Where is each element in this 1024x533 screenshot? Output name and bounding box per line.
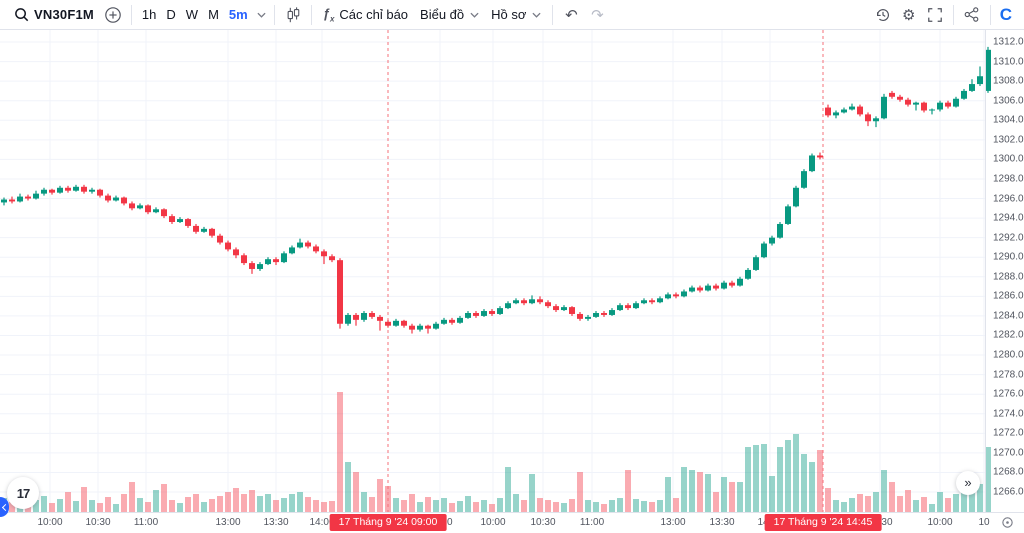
price-axis-label: 1294.0 bbox=[993, 212, 1024, 224]
price-axis-label: 1278.0 bbox=[993, 369, 1024, 381]
compare-add-symbol-button[interactable] bbox=[100, 3, 126, 27]
redo-icon: ↷ bbox=[591, 6, 604, 24]
bar-replay-button[interactable] bbox=[870, 3, 896, 27]
chevron-down-icon bbox=[257, 12, 266, 18]
price-axis-label: 1268.0 bbox=[993, 466, 1024, 478]
price-axis-label: 1272.0 bbox=[993, 427, 1024, 439]
fullscreen-icon bbox=[927, 7, 942, 22]
toolbar-left-group: VN30F1M 1h D W M 5m bbox=[8, 3, 870, 27]
toolbar-separator bbox=[310, 4, 312, 25]
time-axis-label: 13:00 bbox=[660, 517, 686, 528]
interval-button-1h[interactable]: 1h bbox=[141, 7, 157, 22]
time-axis-label: 11:00 bbox=[579, 517, 605, 528]
chevron-down-icon bbox=[532, 12, 541, 18]
undo-icon: ↶ bbox=[565, 6, 578, 24]
toolbar-separator bbox=[952, 4, 954, 25]
price-axis-label: 1276.0 bbox=[993, 388, 1024, 400]
price-axis-label: 1306.0 bbox=[993, 95, 1024, 107]
plus-circle-icon bbox=[105, 6, 121, 23]
crosshair-target-icon[interactable] bbox=[1001, 516, 1014, 529]
price-axis-label: 1280.0 bbox=[993, 349, 1024, 361]
price-axis-label: 1282.0 bbox=[993, 329, 1024, 341]
share-button[interactable] bbox=[959, 3, 985, 27]
time-axis-label: 13:00 bbox=[215, 517, 241, 528]
settings-button[interactable]: ⚙ bbox=[896, 3, 922, 27]
interval-buttons: 1h D W M 5m bbox=[137, 3, 253, 27]
price-axis-label: 1284.0 bbox=[993, 310, 1024, 322]
chevron-down-icon bbox=[470, 12, 479, 18]
toolbar-separator bbox=[552, 4, 554, 25]
interval-dropdown-button[interactable] bbox=[253, 3, 269, 27]
replay-clock-icon bbox=[876, 8, 889, 21]
interval-button-W[interactable]: W bbox=[185, 7, 199, 22]
price-axis-label: 1270.0 bbox=[993, 447, 1024, 459]
chart-menu-label: Biểu đồ bbox=[420, 7, 465, 22]
time-axis-label: 10:30 bbox=[530, 517, 556, 528]
scroll-to-latest-button[interactable]: » bbox=[956, 471, 980, 495]
time-axis-label: 10 bbox=[978, 517, 990, 528]
candlestick-style-icon bbox=[287, 6, 300, 22]
symbol-search-button[interactable]: VN30F1M bbox=[8, 3, 100, 27]
indicators-button[interactable]: ƒx Các chỉ báo bbox=[317, 3, 414, 27]
price-axis-label: 1296.0 bbox=[993, 193, 1024, 205]
price-axis-label: 1300.0 bbox=[993, 153, 1024, 165]
chart-canvas[interactable] bbox=[0, 30, 992, 512]
price-axis-label: 1298.0 bbox=[993, 173, 1024, 185]
time-axis[interactable]: 10:0010:3011:0013:0013:3014:0009:3010:00… bbox=[0, 512, 1024, 533]
price-axis-label: 1286.0 bbox=[993, 290, 1024, 302]
time-axis-label: 14:00 bbox=[309, 517, 335, 528]
indicators-label: Các chỉ báo bbox=[339, 7, 409, 22]
broker-logo[interactable]: C bbox=[999, 4, 1012, 24]
fx-icon: ƒx bbox=[322, 5, 335, 24]
toolbar-right-group: ⚙ C bbox=[870, 3, 1016, 27]
time-axis-label: 10:00 bbox=[480, 517, 506, 528]
price-axis-label: 1266.0 bbox=[993, 486, 1024, 498]
profile-menu-label: Hồ sơ bbox=[491, 7, 527, 22]
time-axis-label: 11:00 bbox=[133, 517, 159, 528]
price-axis-label: 1310.0 bbox=[993, 56, 1024, 68]
collapsed-panel-tab[interactable] bbox=[0, 497, 9, 517]
chart-style-button[interactable] bbox=[280, 3, 306, 27]
toolbar-separator bbox=[273, 4, 275, 25]
time-axis-label: 10:00 bbox=[37, 517, 63, 528]
price-axis[interactable]: 1312.0 1310.0 1308.0 1306.0 1304.0 1302.0 1300… bbox=[985, 30, 1024, 512]
interval-button-5m[interactable]: 5m bbox=[228, 7, 248, 22]
toolbar-separator bbox=[989, 4, 991, 25]
session-break-badge: 17 Tháng 9 '24 09:00 bbox=[329, 514, 447, 531]
tradingview-logo[interactable]: 17 bbox=[7, 477, 39, 509]
price-axis-label: 1290.0 bbox=[993, 251, 1024, 263]
price-axis-label: 1312.0 bbox=[993, 36, 1024, 48]
price-axis-label: 1274.0 bbox=[993, 408, 1024, 420]
search-icon bbox=[15, 8, 29, 22]
symbol-name: VN30F1M bbox=[34, 7, 94, 22]
gear-icon: ⚙ bbox=[901, 6, 916, 24]
time-axis-label: 10:00 bbox=[927, 517, 953, 528]
session-break-badge: 17 Tháng 9 '24 14:45 bbox=[764, 514, 882, 531]
undo-button[interactable]: ↶ bbox=[558, 3, 584, 27]
price-axis-label: 1304.0 bbox=[993, 114, 1024, 126]
price-axis-label: 1288.0 bbox=[993, 271, 1024, 283]
price-axis-label: 1302.0 bbox=[993, 134, 1024, 146]
interval-button-M[interactable]: M bbox=[208, 7, 219, 22]
fullscreen-button[interactable] bbox=[922, 3, 948, 27]
chart-menu-button[interactable]: Biểu đồ bbox=[414, 3, 485, 27]
redo-button[interactable]: ↷ bbox=[584, 3, 610, 27]
price-axis-label: 1308.0 bbox=[993, 75, 1024, 87]
interval-button-D[interactable]: D bbox=[166, 7, 176, 22]
time-axis-label: 13:30 bbox=[263, 517, 289, 528]
price-axis-label: 1292.0 bbox=[993, 232, 1024, 244]
time-axis-label: 13:30 bbox=[709, 517, 735, 528]
time-axis-label: 10:30 bbox=[85, 517, 111, 528]
toolbar-separator bbox=[130, 4, 132, 25]
top-toolbar: VN30F1M 1h D W M 5m bbox=[0, 0, 1024, 30]
share-icon bbox=[964, 7, 979, 22]
profile-menu-button[interactable]: Hồ sơ bbox=[485, 3, 547, 27]
